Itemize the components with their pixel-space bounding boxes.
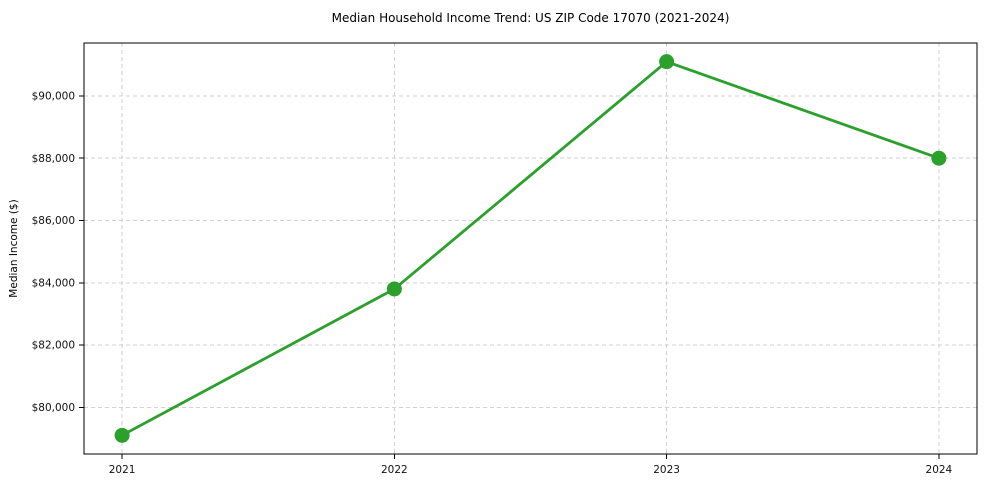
y-tick-label: $82,000 <box>32 340 75 352</box>
y-tick-label: $88,000 <box>32 153 75 165</box>
chart-title: Median Household Income Trend: US ZIP Co… <box>332 11 730 25</box>
x-tick-label: 2024 <box>926 464 953 476</box>
y-axis-label: Median Income ($) <box>8 199 20 297</box>
y-tick-label: $80,000 <box>32 402 75 414</box>
data-point <box>386 281 402 297</box>
y-tick-label: $84,000 <box>32 277 75 289</box>
y-tick-label: $86,000 <box>32 215 75 227</box>
data-point <box>114 427 130 443</box>
plot-area: $80,000 $82,000 $84,000 $86,000 $88,000 $90,0… <box>32 42 978 476</box>
series-line <box>120 60 941 437</box>
x-tick-label: 2021 <box>109 464 136 476</box>
data-point <box>931 150 947 166</box>
x-tick-label: 2022 <box>381 464 408 476</box>
data-point <box>659 54 675 70</box>
x-tick-label: 2023 <box>653 464 680 476</box>
plot-border <box>83 42 978 455</box>
y-tick-label: $90,000 <box>32 91 75 103</box>
